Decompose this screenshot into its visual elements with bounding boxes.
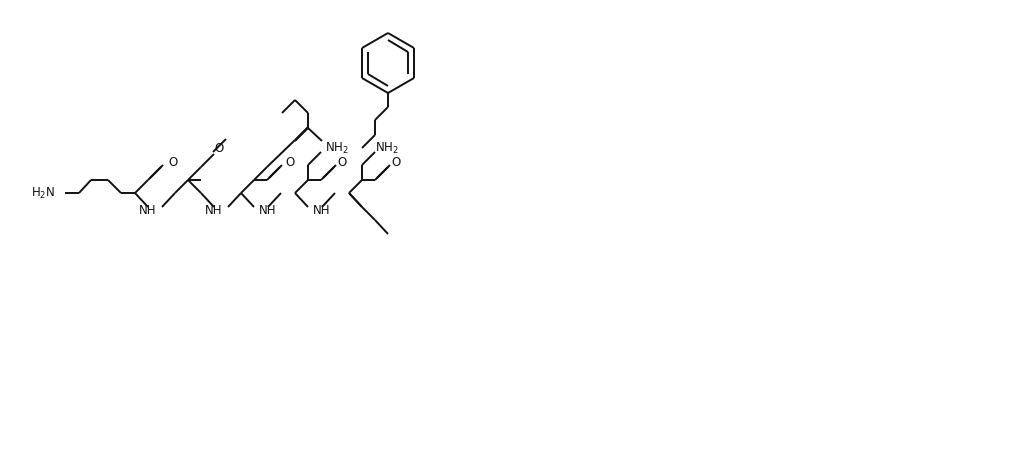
Text: O: O — [337, 157, 346, 170]
Text: NH: NH — [205, 204, 222, 217]
Text: O: O — [285, 157, 294, 170]
Text: NH: NH — [259, 204, 277, 217]
Text: O: O — [214, 141, 223, 154]
Text: O: O — [168, 157, 178, 170]
Text: NH$_2$: NH$_2$ — [325, 140, 349, 156]
Text: NH$_2$: NH$_2$ — [375, 140, 399, 156]
Text: O: O — [391, 157, 400, 170]
Text: H$_2$N: H$_2$N — [30, 185, 55, 201]
Text: NH: NH — [314, 204, 331, 217]
Text: NH: NH — [139, 204, 156, 217]
